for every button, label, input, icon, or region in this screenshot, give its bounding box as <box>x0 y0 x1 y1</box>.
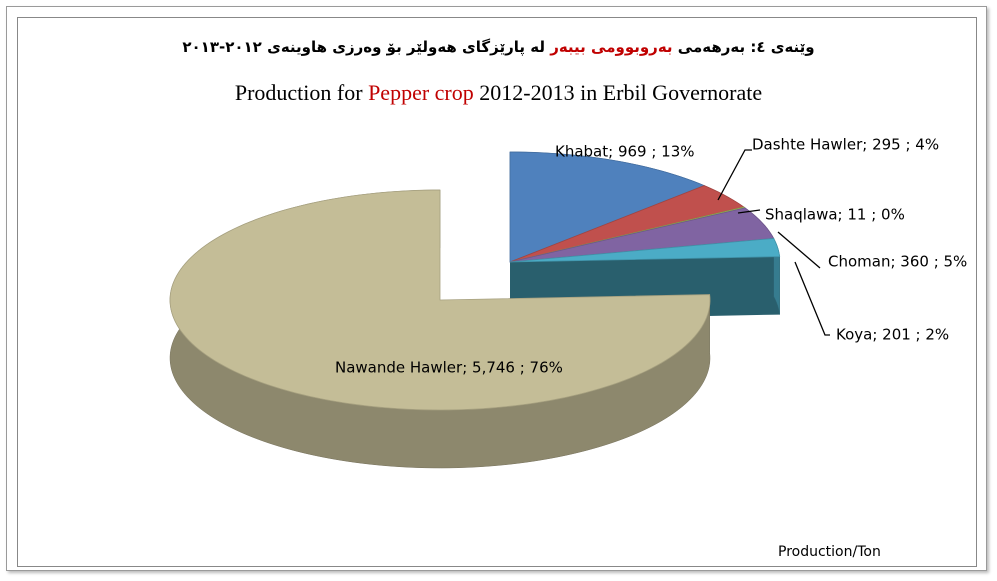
data-label: Khabat; 969 ; 13% <box>555 143 695 161</box>
leader-line <box>794 261 830 336</box>
title-part: وێنەی ٤: بەرهەمی <box>677 38 815 56</box>
subtitle-part: 2012-2013 in Erbil Governorate <box>479 80 763 105</box>
pie-slice <box>509 238 781 263</box>
chart-subtitle: Production for Pepper crop 2012-2013 in … <box>0 80 997 106</box>
data-label: Dashte Hawler; 295 ; 4% <box>752 136 939 154</box>
subtitle-part: Pepper crop <box>368 80 474 105</box>
data-label: Nawande Hawler; 5,746 ; 76% <box>335 359 563 377</box>
pie-slice <box>509 185 745 263</box>
data-label: Koya; 201 ; 2% <box>836 326 949 344</box>
title-part: لە پارێزگای هەولێر بۆ وەرزی هاوینەی ٢٠١٢… <box>182 38 545 56</box>
plot-frame <box>17 17 977 567</box>
leader-line <box>777 231 821 269</box>
leader-line <box>717 149 752 201</box>
footer-note: Production/Ton <box>778 544 881 560</box>
title-part: بەروبوومی بیبەر <box>550 38 673 56</box>
leader-line <box>737 209 761 214</box>
leader-lines <box>717 149 830 336</box>
chart-title: وێنەی ٤: بەرهەمی بەروبوومی بیبەر لە پارێ… <box>0 38 997 56</box>
frame <box>6 6 987 571</box>
pie-slice <box>169 189 711 411</box>
subtitle-part: Production for <box>234 80 363 105</box>
data-label: Shaqlawa; 11 ; 0% <box>765 206 905 224</box>
pie-slice <box>509 207 775 263</box>
pie-slice <box>509 151 706 263</box>
data-label: Choman; 360 ; 5% <box>828 253 967 271</box>
